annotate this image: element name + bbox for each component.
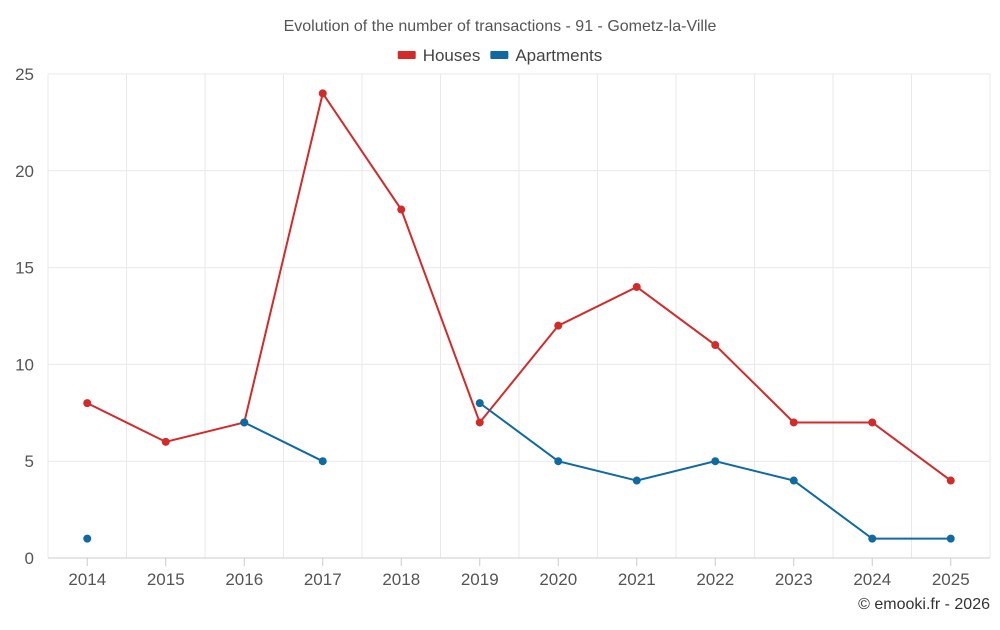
series-line-houses [86, 90, 952, 482]
x-tick-label: 2023 [775, 570, 813, 589]
chart-title: Evolution of the number of transactions … [284, 18, 717, 35]
point-apartments-2021[interactable] [632, 476, 641, 485]
point-apartments-2016[interactable] [240, 418, 249, 427]
x-tick-label: 2019 [461, 570, 499, 589]
y-tick-label: 5 [25, 452, 34, 471]
y-tick-label: 0 [25, 549, 34, 568]
legend-label-houses: Houses [423, 46, 481, 65]
legend[interactable]: Houses Apartments [397, 46, 603, 65]
point-houses-2023[interactable] [789, 418, 798, 427]
y-tick-label: 25 [15, 65, 34, 84]
point-apartments-2020[interactable] [554, 457, 563, 466]
point-apartments-2023[interactable] [789, 476, 798, 485]
x-axis: 2014 2015 2016 2017 2018 2019 2020 2021 2022 2023… [48, 557, 990, 589]
point-apartments-2014[interactable] [83, 534, 92, 543]
point-houses-2018[interactable] [397, 205, 406, 214]
point-apartments-2017[interactable] [318, 457, 327, 466]
point-apartments-2019[interactable] [475, 399, 484, 408]
point-apartments-2024[interactable] [868, 534, 877, 543]
x-tick-label: 2025 [932, 570, 970, 589]
point-houses-2014[interactable] [83, 399, 92, 408]
point-houses-2021[interactable] [632, 282, 641, 291]
x-tick-label: 2022 [696, 570, 734, 589]
x-tick-label: 2014 [68, 570, 106, 589]
legend-swatch-apartments [490, 51, 509, 59]
point-houses-2020[interactable] [554, 321, 563, 330]
point-houses-2025[interactable] [946, 476, 955, 485]
y-tick-label: 20 [15, 162, 34, 181]
grid [47, 73, 991, 558]
point-houses-2017[interactable] [318, 89, 327, 98]
x-tick-label: 2024 [853, 570, 891, 589]
point-houses-2015[interactable] [161, 437, 170, 446]
point-apartments-2022[interactable] [711, 457, 720, 466]
legend-item-apartments[interactable]: Apartments [490, 46, 602, 65]
x-tick-label: 2017 [304, 570, 342, 589]
point-houses-2024[interactable] [868, 418, 877, 427]
legend-label-apartments: Apartments [515, 46, 602, 65]
point-apartments-2025[interactable] [946, 534, 955, 543]
legend-item-houses[interactable]: Houses [397, 46, 481, 65]
series-line-apartments [479, 402, 951, 540]
series-line-apartments [243, 421, 324, 463]
series-layer [83, 89, 955, 543]
credit-text: © emooki.fr - 2026 [858, 596, 990, 613]
y-tick-label: 10 [15, 355, 34, 374]
x-tick-label: 2018 [382, 570, 420, 589]
y-tick-label: 15 [15, 259, 34, 278]
point-houses-2019[interactable] [475, 418, 484, 427]
x-tick-label: 2016 [225, 570, 263, 589]
y-axis: 0 5 10 15 20 25 [15, 65, 34, 568]
point-houses-2022[interactable] [711, 341, 720, 350]
x-tick-label: 2021 [618, 570, 656, 589]
legend-swatch-houses [397, 51, 416, 59]
x-tick-label: 2015 [147, 570, 185, 589]
x-tick-label: 2020 [539, 570, 577, 589]
